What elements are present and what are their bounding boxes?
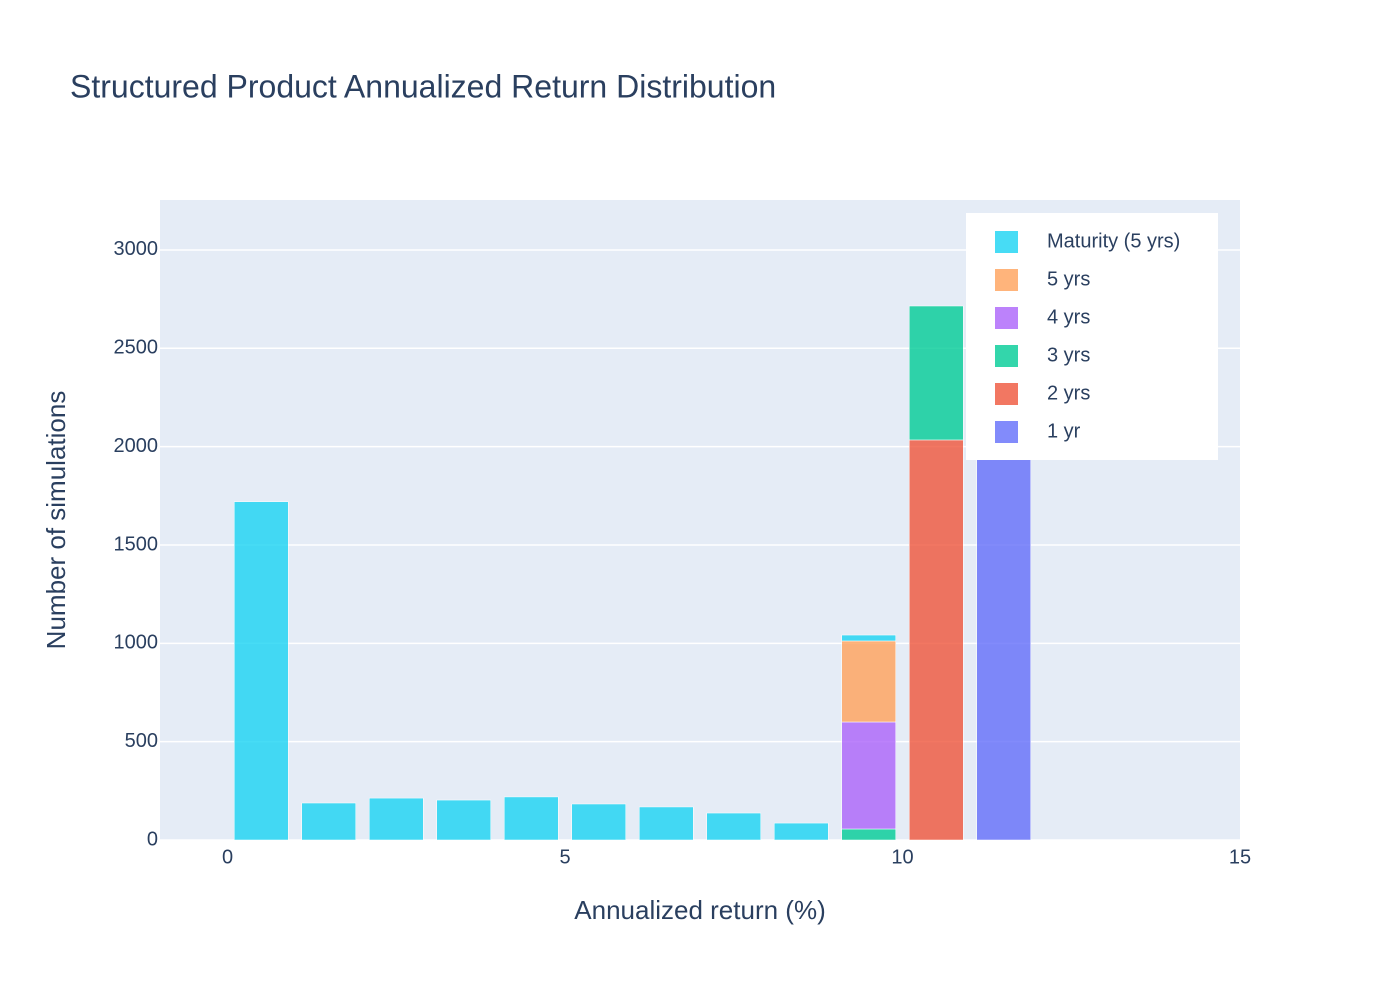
chart-title: Structured Product Annualized Return Dis… bbox=[70, 68, 776, 104]
bar bbox=[841, 640, 896, 723]
x-tick-label: 0 bbox=[222, 846, 233, 868]
bar bbox=[571, 803, 626, 841]
x-tick-label: 10 bbox=[891, 846, 913, 868]
legend: Maturity (5 yrs) 5 yrs 4 yrs 3 yrs 2 yrs 1 yr bbox=[966, 213, 1218, 460]
legend-label: 3 yrs bbox=[1047, 344, 1090, 366]
legend-label: 2 yrs bbox=[1047, 382, 1090, 404]
bar bbox=[639, 806, 694, 841]
bar bbox=[234, 501, 289, 841]
bar bbox=[976, 436, 1031, 841]
legend-swatch bbox=[995, 345, 1018, 367]
bar bbox=[774, 822, 829, 841]
bar bbox=[841, 828, 896, 841]
bar bbox=[369, 797, 424, 841]
x-axis-title: Annualized return (%) bbox=[574, 895, 825, 925]
bar bbox=[909, 439, 964, 841]
bar bbox=[706, 812, 761, 841]
legend-label: 5 yrs bbox=[1047, 268, 1090, 290]
legend-label: Maturity (5 yrs) bbox=[1047, 230, 1180, 252]
legend-label: 4 yrs bbox=[1047, 306, 1090, 328]
bar bbox=[909, 305, 964, 441]
bar bbox=[301, 802, 356, 841]
y-tick-label: 1500 bbox=[114, 533, 159, 555]
bar bbox=[504, 796, 559, 841]
legend-swatch bbox=[995, 269, 1018, 291]
y-tick-label: 0 bbox=[147, 828, 158, 850]
y-tick-label: 2500 bbox=[114, 337, 159, 359]
y-tick-label: 2000 bbox=[114, 435, 159, 457]
bars bbox=[234, 305, 1031, 841]
legend-box bbox=[966, 213, 1218, 460]
legend-swatch bbox=[995, 421, 1018, 443]
y-axis-title: Number of simulations bbox=[41, 391, 71, 650]
y-tick-label: 1000 bbox=[114, 632, 159, 654]
x-tick-label: 15 bbox=[1229, 846, 1251, 868]
bar bbox=[436, 799, 491, 841]
y-tick-label: 500 bbox=[125, 730, 158, 752]
bar bbox=[841, 721, 896, 830]
bar bbox=[841, 634, 896, 642]
x-tick-label: 5 bbox=[559, 846, 570, 868]
legend-swatch bbox=[995, 383, 1018, 405]
y-tick-label: 3000 bbox=[114, 238, 159, 260]
legend-swatch bbox=[995, 307, 1018, 329]
legend-label: 1 yr bbox=[1047, 420, 1081, 442]
legend-swatch bbox=[995, 231, 1018, 253]
